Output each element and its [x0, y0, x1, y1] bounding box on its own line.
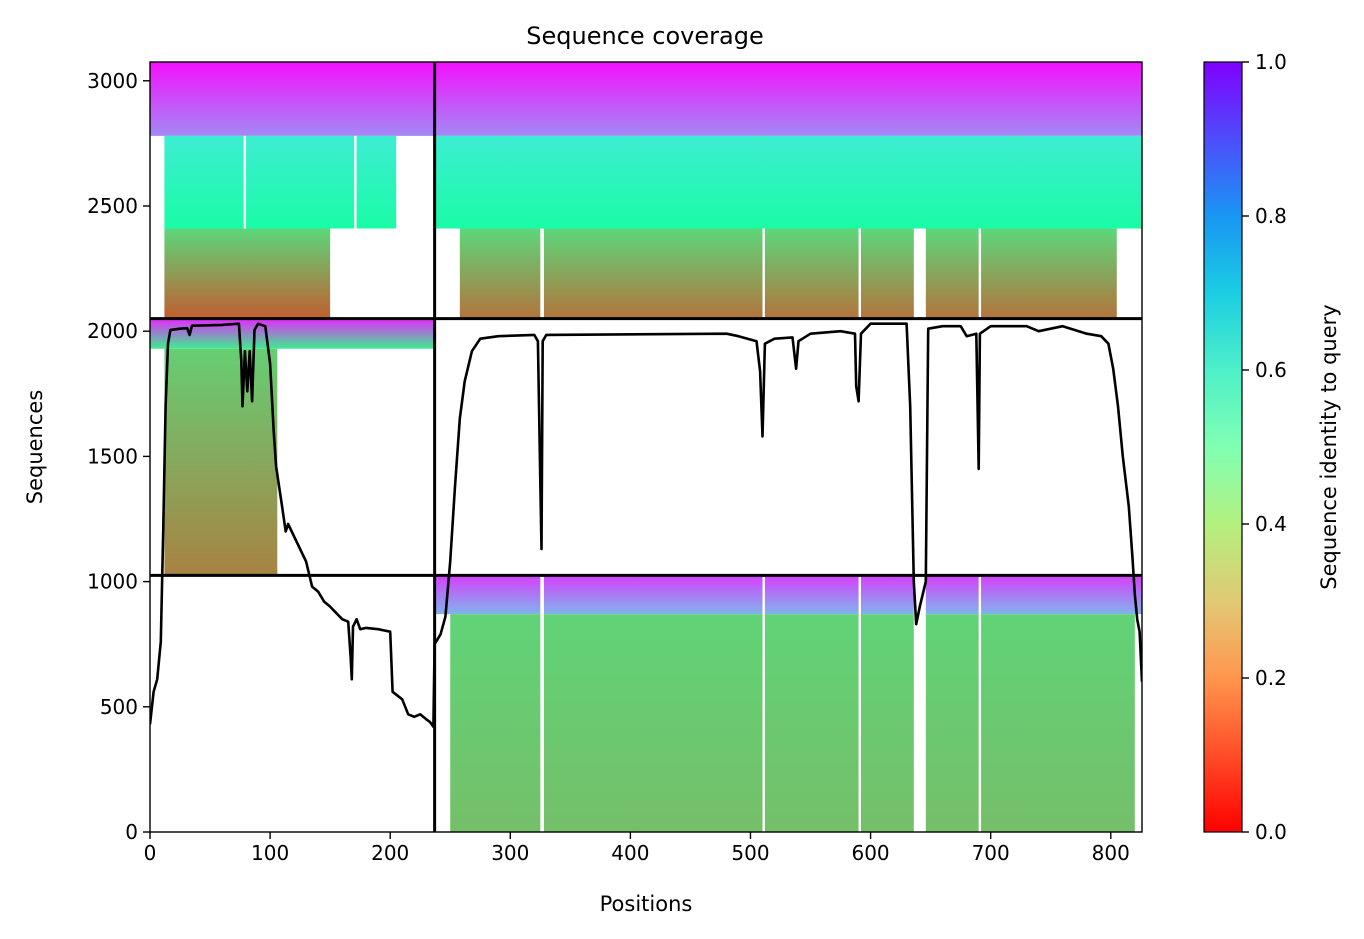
chart-title: Sequence coverage: [526, 22, 763, 50]
y-tick-label: 2500: [87, 194, 138, 218]
chain-b-paired-band-2: [459, 228, 1117, 319]
colorbar-label: Sequence identity to query: [1317, 304, 1341, 589]
colorbar-tick-label: 0.2: [1255, 666, 1287, 690]
x-tick-label: 700: [972, 841, 1010, 865]
colorbar-tick-label: 0.0: [1255, 820, 1287, 844]
colorbar-ticks: 0.0 0.2 0.4 0.6 0.8 1.0: [1242, 50, 1287, 844]
y-tick-label: 500: [100, 695, 138, 719]
x-tick-label: 100: [251, 841, 289, 865]
y-tick-label: 2000: [87, 319, 138, 343]
x-axis-label: Positions: [600, 892, 693, 916]
gap-column-6: [354, 135, 357, 229]
chain-a-paired-band-2: [164, 228, 331, 319]
plot-frame: [149, 61, 1143, 833]
gap-column-2: [762, 228, 765, 832]
x-tick-label: 300: [491, 841, 529, 865]
x-tick-label: 400: [611, 841, 649, 865]
coverage-line: [150, 322, 1142, 729]
heatmap-bands: [150, 62, 1142, 832]
colorbar: 0.0 0.2 0.4 0.6 0.8 1.0 Sequence identity to …: [1203, 50, 1341, 844]
chain-a-paired-band-1: [164, 135, 397, 229]
x-tick-label: 200: [371, 841, 409, 865]
y-axis-label: Sequences: [23, 390, 47, 505]
x-tick-label: 800: [1092, 841, 1130, 865]
colorbar-tick-label: 0.6: [1255, 358, 1287, 382]
y-tick-label: 1000: [87, 570, 138, 594]
x-tick-label: 600: [851, 841, 889, 865]
y-tick-label: 1500: [87, 444, 138, 468]
x-tick-label: 0: [144, 841, 157, 865]
plot-area: [150, 62, 1142, 832]
gap-column-0: [913, 228, 926, 832]
chain-b-paired-band-1: [434, 135, 1142, 229]
x-tick-label: 500: [731, 841, 769, 865]
y-tick-label: 3000: [87, 69, 138, 93]
gap-column-5: [243, 135, 247, 229]
y-axis-ticks: 0 500 1000 1500 2000 2500 3000: [87, 69, 150, 844]
chain-a-unpaired-band-1: [164, 348, 278, 576]
gap-column-3: [858, 228, 861, 832]
chain-b-unpaired-band-1: [450, 614, 1135, 832]
chain-b-paired-band-0: [434, 62, 1142, 136]
gap-column-4: [978, 228, 982, 832]
colorbar-fill: [1203, 61, 1243, 833]
colorbar-tick-label: 1.0: [1255, 50, 1287, 74]
chain-b-unpaired-band-0: [434, 575, 1142, 615]
chain-a-unpaired-band-0: [150, 318, 435, 349]
colorbar-tick-label: 0.8: [1255, 204, 1287, 228]
chain-a-paired-band-0: [150, 62, 435, 136]
y-tick-label: 0: [125, 820, 138, 844]
x-axis-ticks: 0 100 200 300 400 500 600 700 800: [144, 832, 1130, 865]
colorbar-tick-label: 0.4: [1255, 512, 1287, 536]
